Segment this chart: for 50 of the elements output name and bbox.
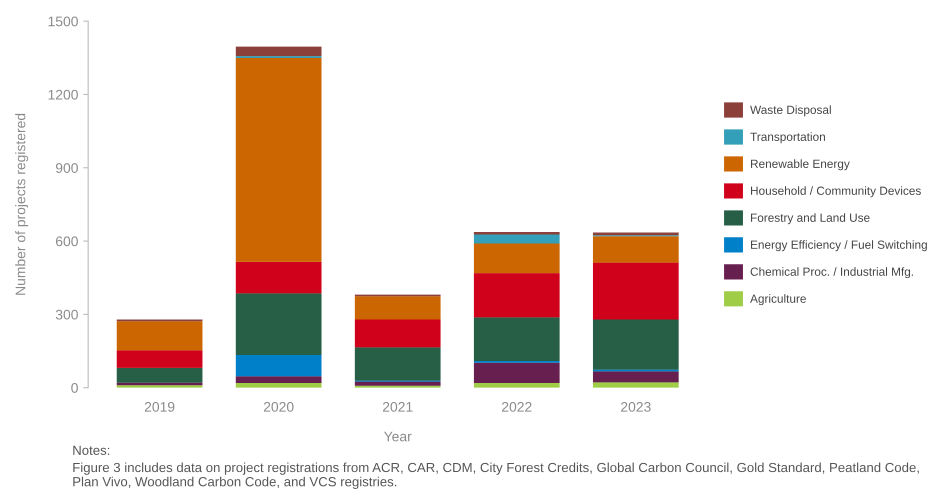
x-tick-label: 2022 — [502, 402, 532, 412]
bar — [236, 293, 322, 355]
y-tick-label: 600 — [56, 236, 78, 246]
x-axis-title: Year — [384, 432, 412, 442]
x-tick-label: 2021 — [382, 402, 412, 412]
bar — [236, 354, 322, 376]
bar — [474, 273, 560, 318]
bar — [354, 296, 441, 320]
y-tick-label: 0 — [71, 383, 78, 393]
bar — [116, 382, 202, 386]
y-tick-label: 900 — [56, 163, 78, 173]
bar — [592, 371, 679, 382]
caption: Figure 3 includes data on project registrations from ACR, CAR, CDM, City Forest Credits, Global Carbon Council, Gold Standard, Peatland Code, Plan Vivo, Woodland Carbon Code, and VCS registries. — [73, 462, 919, 489]
bar — [592, 232, 679, 236]
bar — [354, 320, 441, 348]
legend-label: Energy Efficiency / Fuel Switching — [751, 240, 927, 252]
bar — [116, 368, 202, 383]
legend-label: Forestry and Land Use — [751, 213, 870, 224]
y-axis-title: Number of projects registered — [15, 114, 28, 295]
text: Notes: — [73, 446, 110, 455]
legend-label: Agriculture — [750, 294, 806, 306]
bar — [592, 236, 679, 263]
legend-label: Chemical Proc. / Industrial Mfg. — [750, 267, 913, 278]
bar — [354, 382, 441, 386]
legend-label: Renewable Energy — [751, 159, 850, 170]
y-tick-label: 1200 — [48, 90, 78, 100]
legend-label: Waste Disposal — [750, 105, 831, 116]
x-tick-label: 2019 — [144, 402, 174, 412]
bar — [116, 321, 202, 350]
bar — [474, 362, 560, 384]
bar — [236, 262, 322, 294]
bar — [236, 46, 322, 56]
bar — [236, 58, 322, 262]
y-tick-label: 1500 — [48, 16, 78, 26]
y-tick-label: 300 — [56, 310, 78, 320]
bar — [474, 234, 560, 244]
bar — [474, 244, 560, 274]
bar — [592, 382, 679, 388]
x-tick-label: 2023 — [621, 402, 651, 412]
bar — [474, 317, 560, 362]
bar — [236, 376, 322, 384]
bar — [236, 383, 322, 388]
legend-label: Household / Community Devices — [751, 186, 921, 198]
bar — [354, 347, 441, 381]
bar — [592, 262, 679, 320]
bar — [592, 320, 679, 370]
bar — [116, 350, 202, 368]
legend-label: Transportation — [750, 132, 825, 144]
bar — [474, 383, 560, 388]
x-tick-label: 2020 — [264, 402, 294, 412]
